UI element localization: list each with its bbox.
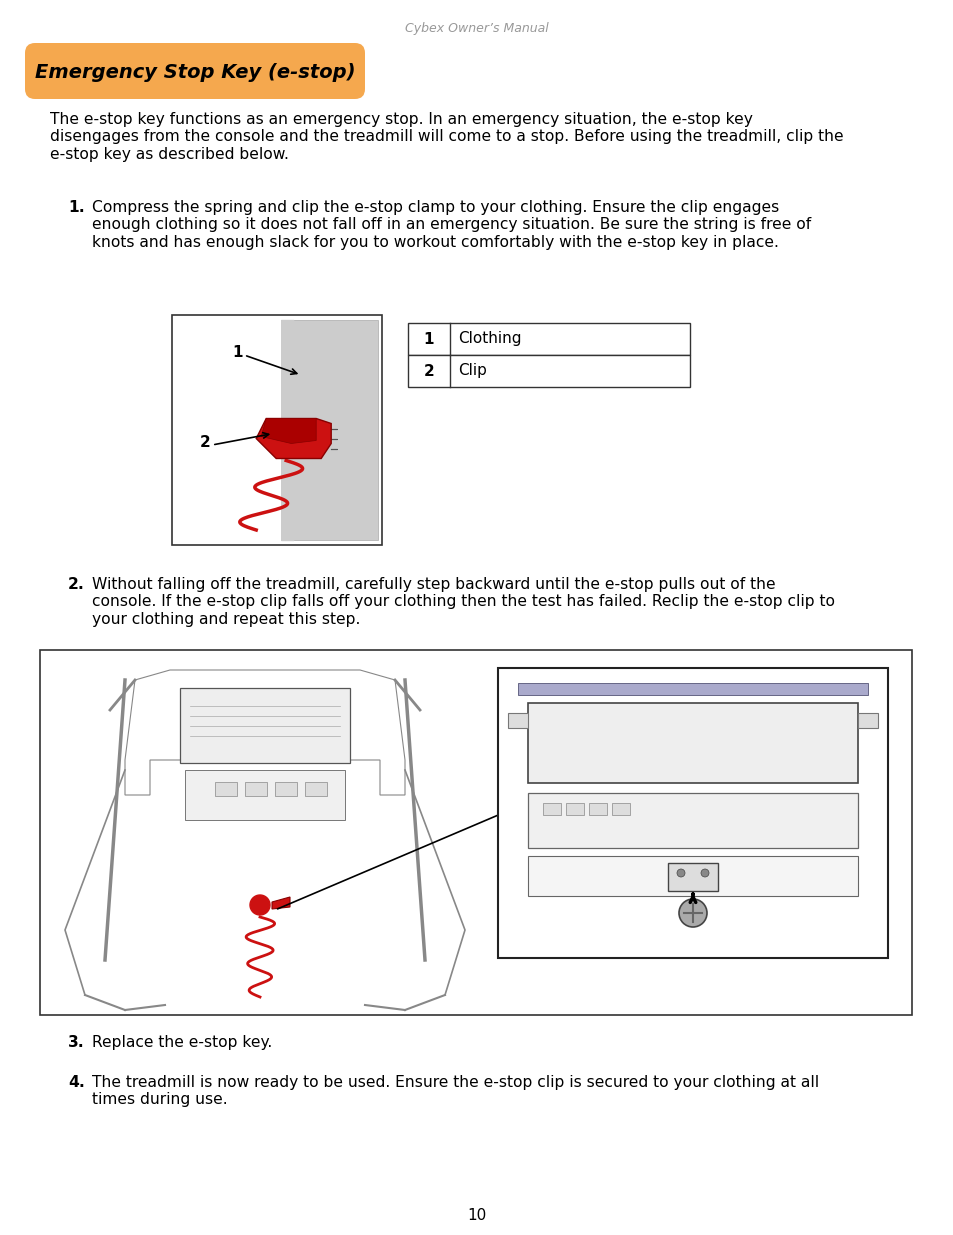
Bar: [542, 803, 560, 815]
Text: Cybex Owner’s Manual: Cybex Owner’s Manual: [405, 22, 548, 35]
Bar: [507, 713, 527, 727]
Bar: [172, 315, 381, 545]
Text: 1: 1: [232, 345, 242, 359]
Bar: [274, 782, 296, 797]
Bar: [667, 863, 718, 890]
Bar: [40, 650, 911, 1015]
Text: Clothing: Clothing: [457, 331, 521, 347]
Bar: [185, 769, 345, 820]
Text: Replace the e-stop key.: Replace the e-stop key.: [91, 1035, 272, 1050]
Circle shape: [250, 895, 270, 915]
Bar: [210, 676, 319, 689]
Polygon shape: [256, 419, 331, 458]
Text: Compress the spring and clip the e-stop clamp to your clothing. Ensure the clip : Compress the spring and clip the e-stop …: [91, 200, 810, 249]
Polygon shape: [272, 897, 290, 909]
Bar: [180, 688, 350, 763]
Bar: [214, 782, 236, 797]
Text: 1.: 1.: [68, 200, 85, 215]
Bar: [527, 793, 857, 848]
Bar: [857, 713, 877, 727]
Circle shape: [677, 869, 684, 877]
Text: 2: 2: [423, 363, 434, 378]
Polygon shape: [125, 671, 405, 795]
Bar: [281, 320, 377, 540]
Text: 1: 1: [423, 331, 434, 347]
Bar: [588, 803, 606, 815]
Circle shape: [679, 899, 706, 927]
Text: The treadmill is now ready to be used. Ensure the e-stop clip is secured to your: The treadmill is now ready to be used. E…: [91, 1074, 819, 1108]
Text: 10: 10: [467, 1208, 486, 1223]
Polygon shape: [261, 419, 315, 443]
Bar: [245, 782, 267, 797]
Bar: [408, 324, 689, 354]
Text: 2: 2: [200, 435, 211, 450]
Text: Without falling off the treadmill, carefully step backward until the e-stop pull: Without falling off the treadmill, caref…: [91, 577, 834, 627]
Text: Emergency Stop Key (e-stop): Emergency Stop Key (e-stop): [34, 63, 355, 82]
Bar: [305, 782, 327, 797]
Bar: [497, 668, 887, 958]
Bar: [527, 856, 857, 897]
Text: The e-stop key functions as an emergency stop. In an emergency situation, the e-: The e-stop key functions as an emergency…: [50, 112, 842, 162]
Bar: [527, 703, 857, 783]
Circle shape: [700, 869, 708, 877]
Text: Clip: Clip: [457, 363, 486, 378]
Bar: [408, 354, 689, 387]
Text: 2.: 2.: [68, 577, 85, 592]
Text: 4.: 4.: [68, 1074, 85, 1091]
Bar: [517, 683, 867, 695]
Text: 3.: 3.: [68, 1035, 85, 1050]
Bar: [565, 803, 583, 815]
FancyBboxPatch shape: [25, 43, 365, 99]
Bar: [612, 803, 629, 815]
